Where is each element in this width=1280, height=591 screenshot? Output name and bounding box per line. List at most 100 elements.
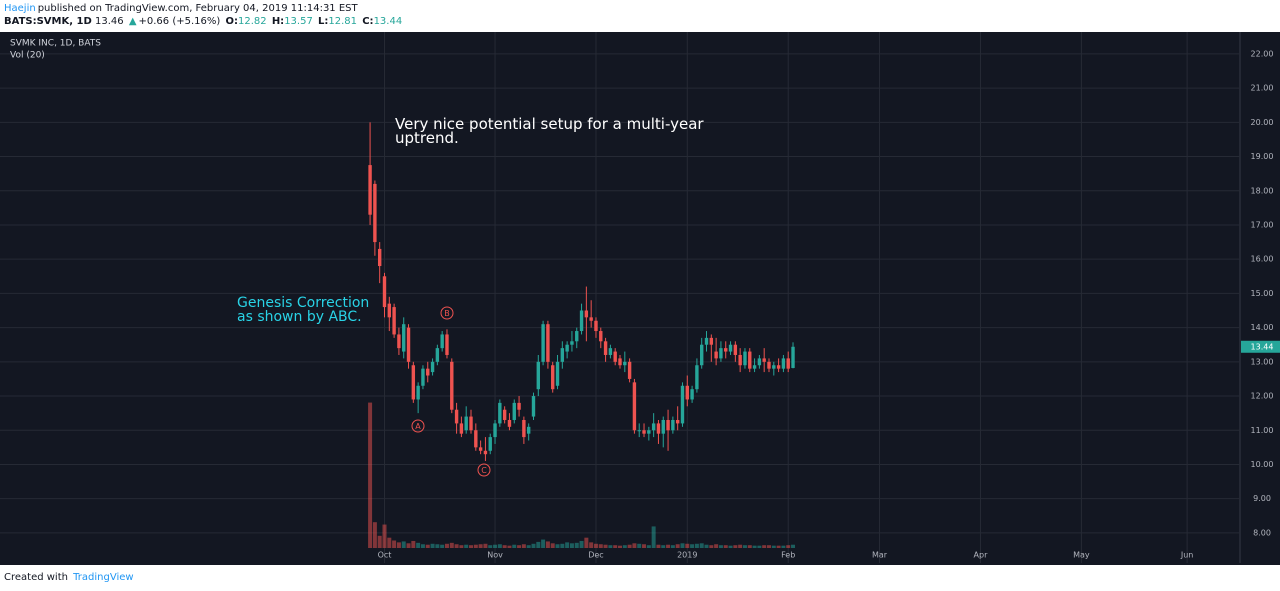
volume-bar — [781, 545, 786, 548]
y-tick-label: 11.00 — [1251, 426, 1274, 435]
candle-body — [469, 416, 473, 431]
volume-bar — [666, 544, 671, 548]
candle-body — [695, 365, 699, 390]
brand[interactable]: TradingView — [73, 572, 134, 583]
candle-body — [791, 346, 795, 368]
volume-bar — [646, 545, 651, 548]
x-tick-label: Feb — [781, 551, 795, 560]
y-tick-label: 21.00 — [1251, 84, 1274, 93]
volume-bar — [699, 543, 704, 548]
publish-line: Haejin published on TradingView.com, Febr… — [4, 3, 360, 14]
volume-bar — [560, 543, 565, 548]
y-tick-label: 22.00 — [1251, 49, 1274, 58]
volume-bar — [555, 544, 560, 548]
volume-bar — [685, 543, 690, 548]
volume-bar — [637, 543, 642, 548]
candle-body — [526, 426, 531, 434]
volume-bar — [603, 544, 608, 548]
volume-bar — [771, 545, 776, 548]
volume-bar — [493, 544, 498, 548]
candle-body — [536, 361, 540, 390]
volume-bar — [776, 545, 781, 548]
volume-bar — [675, 544, 680, 548]
candle-body — [474, 430, 478, 448]
candle-body — [565, 344, 569, 352]
y-tick-label: 8.00 — [1253, 528, 1271, 537]
volume-bar — [401, 541, 406, 548]
volume-bar — [704, 544, 709, 548]
candle-body — [416, 385, 420, 400]
indicator-label: Vol (20) — [10, 51, 45, 61]
last: 13.46 — [94, 16, 124, 27]
candle-body — [546, 324, 550, 362]
candle-body — [377, 248, 382, 267]
o: 12.82 — [237, 16, 267, 27]
candle-body — [570, 341, 574, 345]
last-price-box — [1241, 340, 1280, 353]
candle-body — [435, 348, 440, 362]
volume-bar — [488, 545, 493, 548]
volume-bar — [670, 545, 675, 548]
candle-body — [762, 358, 766, 362]
volume-bar — [469, 545, 474, 548]
candle-body — [493, 423, 497, 438]
volume-bar — [589, 542, 594, 548]
candle-body — [522, 419, 526, 438]
volume-bar — [742, 545, 747, 548]
author[interactable]: Haejin — [4, 3, 36, 14]
chart: 8.00 9.00 10.00 11.00 12.00 13.00 14.00 15.00 16… — [0, 32, 1280, 565]
candle-body — [632, 382, 637, 431]
volume-bar — [584, 537, 589, 548]
symbol-line: BATS:SVMK, 1D 13.46 ▲ +0.66 (+5.16%) O:12… — [4, 16, 404, 27]
volume-bar — [762, 545, 767, 548]
x-tick-label: Jun — [1180, 551, 1194, 560]
candle-body — [445, 334, 449, 355]
volume-bar — [464, 544, 469, 548]
candle-body — [397, 334, 401, 349]
chart-title: SVMK INC, 1D, BATS — [10, 39, 101, 49]
candle-body — [743, 351, 747, 366]
candle-body — [387, 303, 392, 318]
volume-bar — [622, 545, 627, 548]
arrow: ▲ — [128, 16, 137, 27]
volume-bar — [613, 545, 618, 548]
candle-body — [440, 334, 444, 349]
x-tick-label: May — [1073, 551, 1090, 560]
candle-body — [584, 310, 589, 318]
candle-body — [599, 331, 603, 342]
candle-body — [671, 419, 675, 431]
candle-body — [786, 358, 790, 369]
volume-bar — [459, 545, 464, 548]
volume-bar — [569, 543, 574, 548]
candle-body — [613, 351, 617, 362]
volume-bar — [372, 522, 377, 548]
candle-body — [642, 430, 646, 434]
candle-body — [488, 437, 492, 451]
l: 12.81 — [328, 16, 358, 27]
volume-bar — [690, 544, 695, 548]
y-tick-label: 17.00 — [1251, 220, 1274, 229]
volume-bar — [565, 542, 570, 548]
x-tick-label: Dec — [588, 551, 603, 560]
candle-body — [426, 368, 430, 376]
volume-bar — [531, 543, 536, 548]
x-tick-label: Oct — [378, 551, 392, 560]
candle-body — [661, 419, 665, 434]
candle-body — [680, 385, 685, 424]
h: 13.57 — [284, 16, 313, 27]
volume-bar — [473, 544, 478, 548]
created: Created with — [4, 572, 68, 583]
volume-bar — [526, 545, 531, 548]
candle-body — [733, 344, 738, 355]
candle-body — [402, 324, 406, 352]
volume-bar — [411, 540, 416, 548]
volume-bar — [757, 545, 762, 548]
wave-label: B — [444, 309, 450, 318]
wave-label: A — [415, 422, 421, 431]
candle-body — [704, 337, 709, 345]
y-tick-label: 12.00 — [1251, 392, 1274, 401]
candle-body — [748, 351, 752, 369]
candle-body — [541, 324, 545, 362]
candle-body — [776, 365, 781, 369]
volume-bar — [502, 545, 507, 548]
